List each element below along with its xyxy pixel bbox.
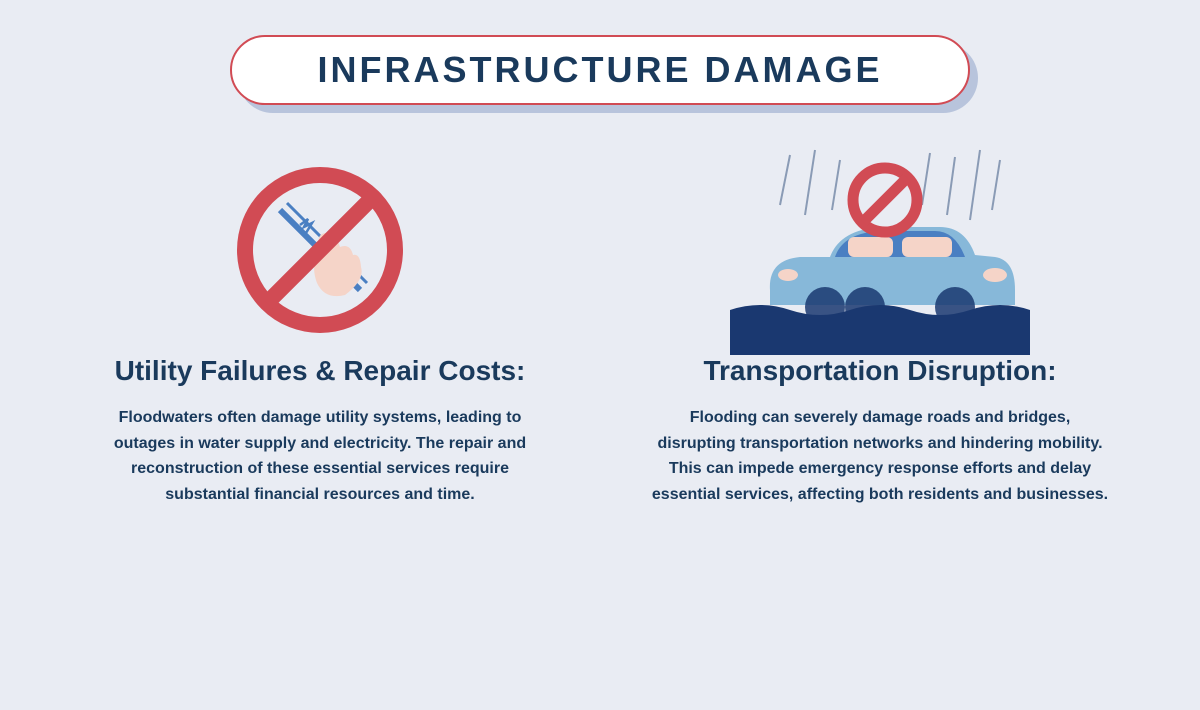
column-body: Flooding can severely damage roads and b…: [650, 405, 1110, 507]
no-touch-utility-icon: [225, 155, 415, 345]
column-heading: Utility Failures & Repair Costs:: [115, 355, 526, 387]
icon-area-transport: [730, 145, 1030, 355]
icon-area-utility: [225, 145, 415, 355]
column-utility: Utility Failures & Repair Costs: Floodwa…: [60, 145, 580, 507]
title-container: INFRASTRUCTURE DAMAGE: [230, 35, 970, 105]
flooded-car-icon: [730, 145, 1030, 355]
column-heading: Transportation Disruption:: [703, 355, 1056, 387]
page-title: INFRASTRUCTURE DAMAGE: [318, 49, 883, 91]
column-transport: Transportation Disruption: Flooding can …: [620, 145, 1140, 507]
columns-container: Utility Failures & Repair Costs: Floodwa…: [0, 105, 1200, 507]
column-body: Floodwaters often damage utility systems…: [90, 405, 550, 507]
title-box: INFRASTRUCTURE DAMAGE: [230, 35, 970, 105]
